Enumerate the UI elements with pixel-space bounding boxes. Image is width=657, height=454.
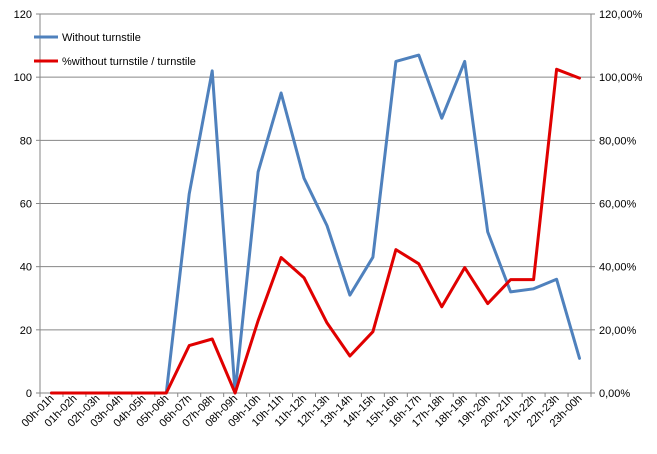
y-right-tick-label: 80,00% bbox=[599, 135, 637, 147]
y-right-tick-label: 100,00% bbox=[599, 72, 643, 84]
legend-label: Without turnstile bbox=[62, 32, 141, 44]
legend-label: %without turnstile / turnstile bbox=[62, 56, 196, 68]
y-left-tick-label: 60 bbox=[20, 199, 32, 211]
y-left-tick-label: 20 bbox=[20, 325, 32, 337]
y-left-tick-label: 0 bbox=[26, 388, 32, 400]
series-line-without-turnstile bbox=[50, 53, 581, 395]
y-right-tick-label: 40,00% bbox=[599, 262, 637, 274]
y-left-tick-label: 40 bbox=[20, 262, 32, 274]
y-right-tick-label: 20,00% bbox=[599, 325, 637, 337]
y-right-tick-label: 0,00% bbox=[599, 388, 630, 400]
y-right-tick-label: 120,00% bbox=[599, 9, 643, 21]
y-left-tick-label: 100 bbox=[14, 72, 32, 84]
series-line-percentage bbox=[50, 67, 581, 395]
y-left-tick-label: 80 bbox=[20, 135, 32, 147]
y-left-tick-label: 120 bbox=[14, 9, 32, 21]
y-right-tick-label: 60,00% bbox=[599, 199, 637, 211]
